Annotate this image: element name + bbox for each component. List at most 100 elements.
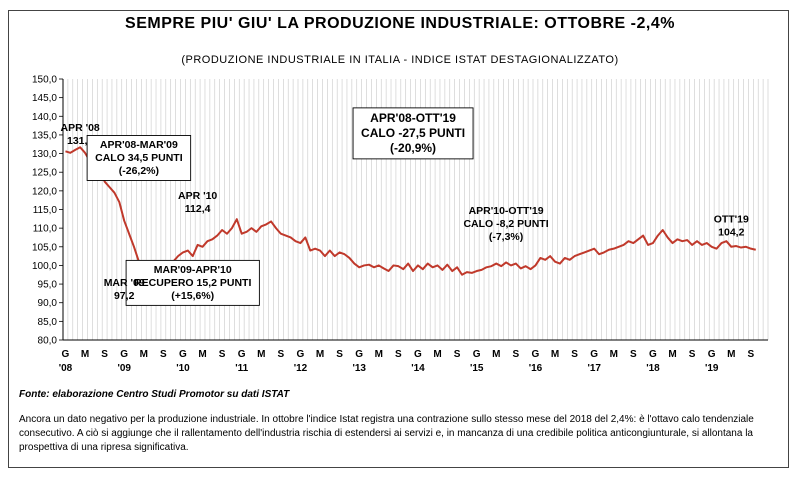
x-tick-label: S bbox=[454, 349, 461, 360]
x-tick-label: S bbox=[278, 349, 285, 360]
y-tick-label: 125,0 bbox=[32, 168, 57, 179]
series-line bbox=[65, 146, 756, 277]
annotation-frame bbox=[125, 259, 260, 306]
x-tick-label: M bbox=[433, 349, 441, 360]
x-tick-label: M bbox=[140, 349, 148, 360]
annotation-text: CALO -8,2 PUNTI bbox=[463, 218, 548, 230]
x-year-label: '16 bbox=[529, 363, 543, 374]
annotation-text: (-26,2%) bbox=[119, 165, 159, 177]
y-tick-label: 135,0 bbox=[32, 130, 57, 141]
y-tick-label: 115,0 bbox=[33, 205, 58, 216]
x-tick-label: S bbox=[101, 349, 108, 360]
x-tick-label: M bbox=[316, 349, 324, 360]
y-tick-label: 80,0 bbox=[38, 336, 58, 347]
annotation-text: 97,2 bbox=[114, 290, 135, 302]
x-year-label: '17 bbox=[587, 363, 601, 374]
y-tick-label: 85,0 bbox=[38, 317, 58, 328]
annotation-text: APR '10 bbox=[178, 190, 217, 202]
x-year-label: '12 bbox=[294, 363, 308, 374]
annotation-frame bbox=[86, 135, 192, 181]
x-tick-label: G bbox=[120, 349, 128, 360]
y-tick-label: 145,0 bbox=[32, 93, 57, 104]
x-year-label: '15 bbox=[470, 363, 484, 374]
x-tick-label: M bbox=[198, 349, 206, 360]
annotation-text: CALO 34,5 PUNTI bbox=[95, 152, 183, 164]
x-tick-label: G bbox=[708, 349, 716, 360]
chart-series bbox=[65, 146, 756, 277]
x-year-label: '18 bbox=[646, 363, 660, 374]
y-tick-label: 105,0 bbox=[32, 242, 57, 253]
x-tick-label: G bbox=[62, 349, 70, 360]
x-tick-label: G bbox=[649, 349, 657, 360]
x-tick-label: S bbox=[160, 349, 167, 360]
annotation-text: RECUPERO 15,2 PUNTI bbox=[134, 277, 251, 289]
x-tick-label: G bbox=[238, 349, 246, 360]
annotation-text: (-7,3%) bbox=[489, 231, 523, 243]
y-tick-label: 150,0 bbox=[32, 75, 57, 86]
annotation-text: OTT'19 bbox=[714, 214, 749, 226]
chart-grid bbox=[62, 79, 769, 340]
y-tick-label: 120,0 bbox=[32, 186, 57, 197]
x-year-label: '11 bbox=[235, 363, 248, 374]
x-year-label: '09 bbox=[117, 363, 131, 374]
chart-subtitle: (PRODUZIONE INDUSTRIALE IN ITALIA - INDI… bbox=[181, 54, 619, 66]
x-tick-label: G bbox=[532, 349, 540, 360]
x-tick-label: M bbox=[668, 349, 676, 360]
x-year-label: '13 bbox=[352, 363, 366, 374]
x-year-label: '14 bbox=[411, 363, 425, 374]
y-tick-label: 110,0 bbox=[33, 224, 58, 235]
annotation-text: APR '08 bbox=[61, 122, 100, 134]
x-year-label: '08 bbox=[59, 363, 73, 374]
x-tick-label: S bbox=[571, 349, 578, 360]
x-year-label: '19 bbox=[705, 363, 719, 374]
x-tick-label: M bbox=[375, 349, 383, 360]
x-tick-label: M bbox=[492, 349, 500, 360]
x-tick-label: M bbox=[727, 349, 735, 360]
x-tick-label: S bbox=[336, 349, 343, 360]
annotation-text: CALO -27,5 PUNTI bbox=[361, 126, 465, 140]
annotation-frame bbox=[352, 107, 474, 160]
y-tick-label: 90,0 bbox=[38, 298, 58, 309]
annotation-text: (-20,9%) bbox=[390, 141, 436, 155]
x-tick-label: S bbox=[748, 349, 755, 360]
x-tick-label: G bbox=[590, 349, 598, 360]
y-tick-label: 130,0 bbox=[32, 149, 57, 160]
x-year-label: '10 bbox=[176, 363, 190, 374]
annotation-text: 112,4 bbox=[185, 203, 211, 215]
x-tick-label: M bbox=[551, 349, 559, 360]
y-tick-label: 95,0 bbox=[38, 280, 58, 291]
annotation-text: MAR '09 bbox=[104, 277, 145, 289]
source-note: Fonte: elaborazione Centro Studi Promoto… bbox=[19, 389, 290, 400]
x-tick-label: G bbox=[414, 349, 422, 360]
x-tick-label: S bbox=[630, 349, 637, 360]
chart-title: SEMPRE PIU' GIU' LA PRODUZIONE INDUSTRIA… bbox=[125, 15, 675, 32]
chart-axes: 80,0 85,0 90,0 95,0 100,0 105,0 110,0 115,0 120,… bbox=[32, 75, 768, 374]
x-tick-label: S bbox=[219, 349, 226, 360]
x-tick-label: G bbox=[355, 349, 363, 360]
annotation-text: APR'08-OTT'19 bbox=[370, 111, 456, 125]
x-tick-label: M bbox=[610, 349, 618, 360]
x-tick-label: M bbox=[81, 349, 89, 360]
commentary-text: Ancora un dato negativo per la produzion… bbox=[19, 414, 754, 453]
y-tick-label: 140,0 bbox=[32, 112, 57, 123]
annotation-text: MAR'09-APR'10 bbox=[154, 264, 232, 276]
x-tick-label: G bbox=[179, 349, 187, 360]
x-tick-label: S bbox=[395, 349, 402, 360]
annotation-text: APR'10-OTT'19 bbox=[469, 205, 544, 217]
y-tick-label: 100,0 bbox=[32, 261, 57, 272]
x-tick-label: S bbox=[689, 349, 696, 360]
x-tick-label: G bbox=[297, 349, 305, 360]
annotation-text: 104,2 bbox=[718, 227, 744, 239]
annotation-text: (+15,6%) bbox=[171, 290, 214, 302]
annotation-text: APR'08-MAR'09 bbox=[100, 139, 178, 151]
x-tick-label: M bbox=[257, 349, 265, 360]
x-tick-label: G bbox=[473, 349, 481, 360]
